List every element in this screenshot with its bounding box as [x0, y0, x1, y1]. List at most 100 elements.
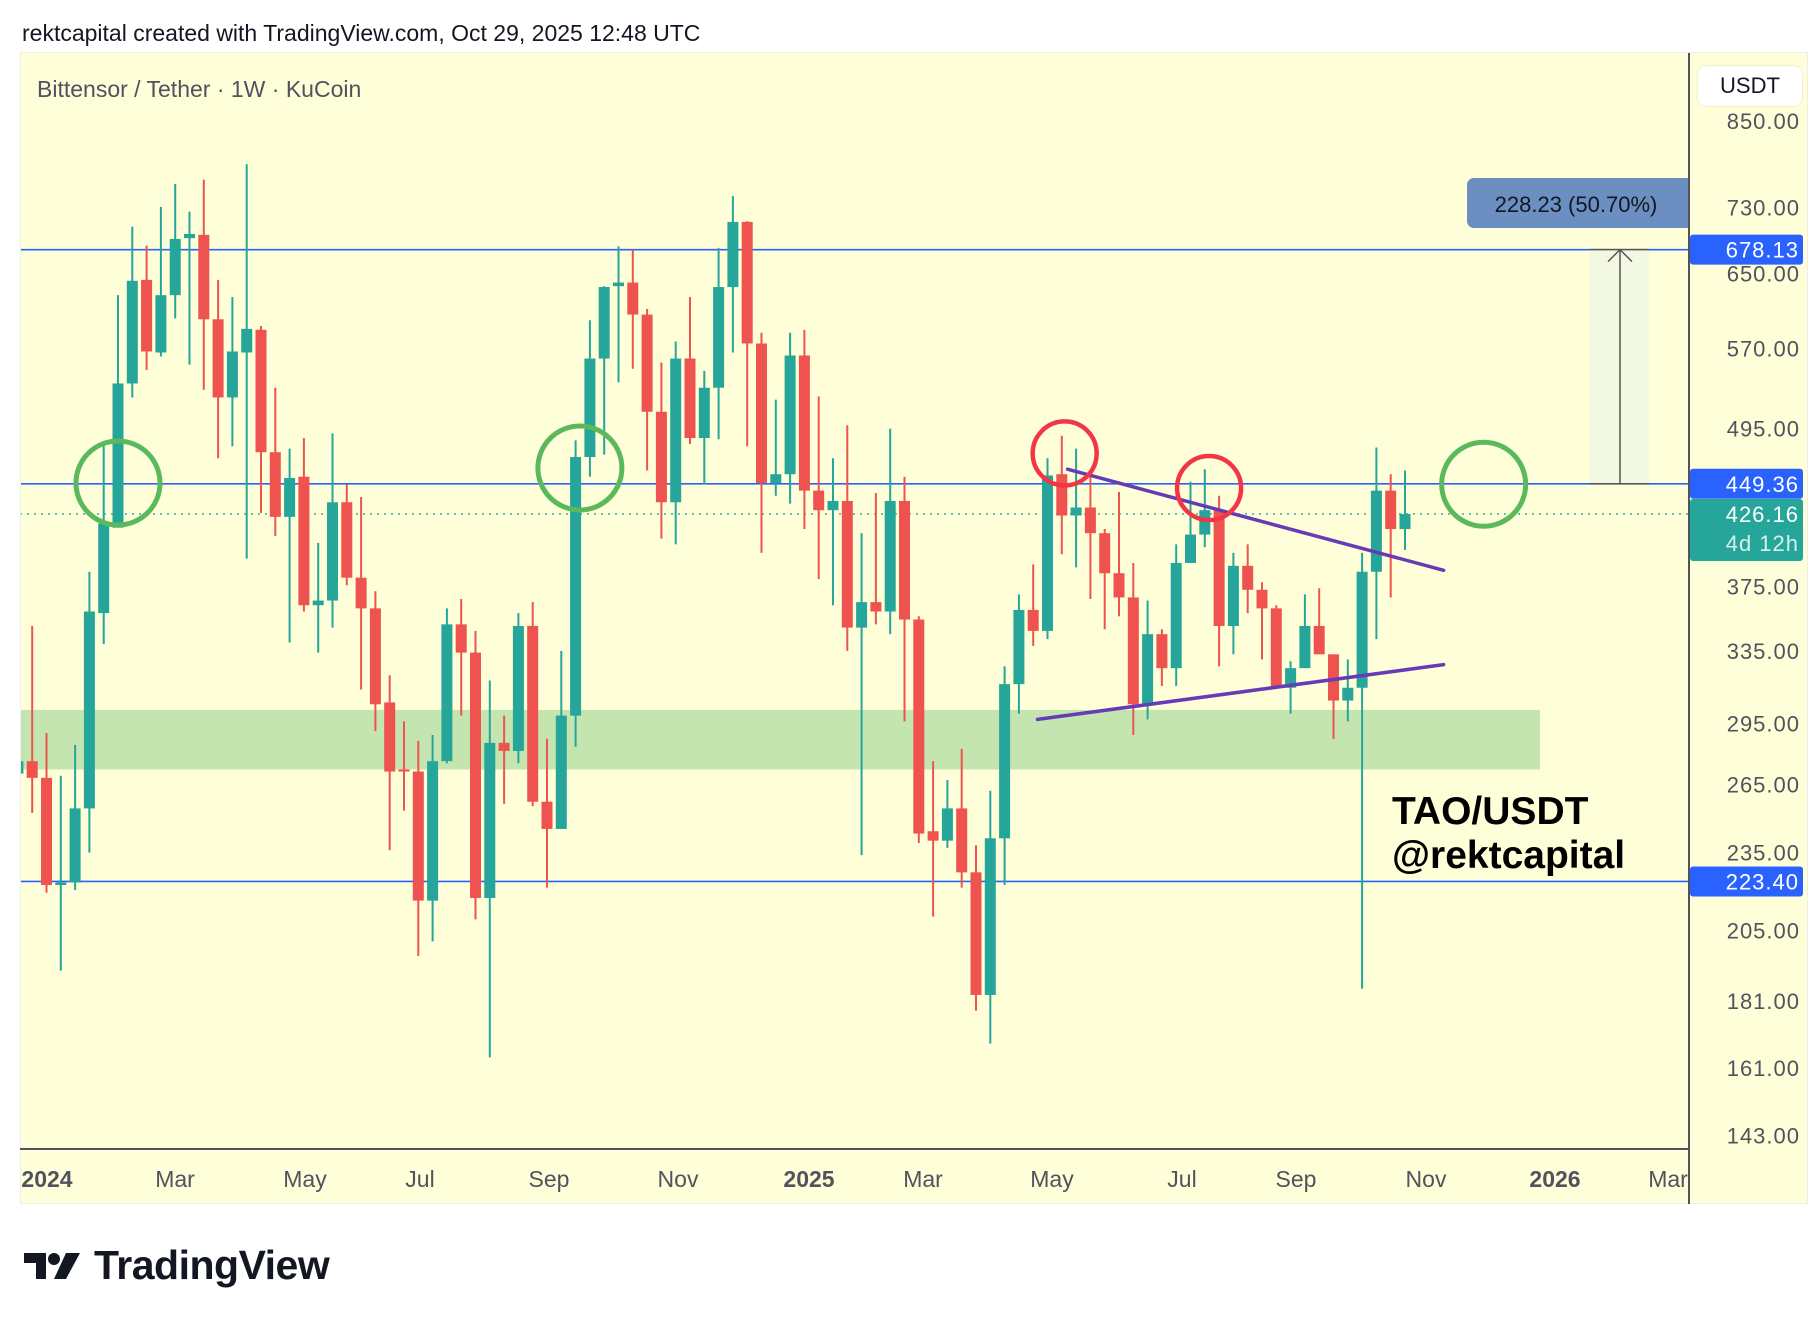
- candle[interactable]: [1342, 659, 1354, 722]
- candle[interactable]: [1170, 544, 1182, 686]
- candle[interactable]: [655, 362, 667, 539]
- candle[interactable]: [1142, 600, 1154, 720]
- candle[interactable]: [341, 484, 353, 586]
- candle[interactable]: [1070, 448, 1082, 568]
- candle[interactable]: [355, 497, 367, 690]
- candle[interactable]: [1313, 588, 1325, 655]
- candle[interactable]: [141, 245, 153, 370]
- candle[interactable]: [1156, 629, 1168, 686]
- candle[interactable]: [1399, 470, 1411, 550]
- candle[interactable]: [1027, 564, 1039, 646]
- support-zone[interactable]: [20, 709, 1540, 770]
- candle[interactable]: [1113, 491, 1125, 617]
- candle[interactable]: [841, 425, 853, 651]
- candle[interactable]: [398, 721, 410, 811]
- candle[interactable]: [899, 476, 910, 722]
- candle[interactable]: [570, 440, 582, 747]
- candle[interactable]: [1227, 552, 1239, 655]
- price-range-measure[interactable]: 228.23 (50.70%): [1467, 178, 1707, 485]
- candle[interactable]: [756, 332, 767, 553]
- candle[interactable]: [798, 329, 810, 530]
- candle[interactable]: [12, 755, 24, 784]
- trendline[interactable]: [1035, 662, 1446, 722]
- tradingview-logo[interactable]: TradingView: [24, 1242, 330, 1289]
- candle[interactable]: [970, 845, 982, 1011]
- candle[interactable]: [226, 296, 238, 447]
- candle[interactable]: [1285, 661, 1297, 714]
- candle[interactable]: [26, 625, 38, 813]
- trendline[interactable]: [1065, 467, 1446, 573]
- candle[interactable]: [1242, 544, 1254, 614]
- candle[interactable]: [784, 332, 796, 504]
- candle[interactable]: [298, 438, 310, 612]
- currency-button[interactable]: USDT: [1698, 66, 1802, 106]
- candle[interactable]: [1099, 529, 1111, 630]
- candle[interactable]: [498, 715, 510, 804]
- candle[interactable]: [984, 790, 996, 1044]
- candle[interactable]: [713, 248, 725, 440]
- candle[interactable]: [98, 442, 110, 645]
- candle[interactable]: [1213, 495, 1225, 667]
- candle[interactable]: [369, 591, 381, 732]
- candle[interactable]: [941, 779, 953, 848]
- candle[interactable]: [69, 744, 81, 891]
- candle[interactable]: [455, 598, 467, 716]
- candle[interactable]: [727, 196, 739, 353]
- candle[interactable]: [155, 206, 167, 357]
- candle[interactable]: [441, 608, 453, 764]
- candle[interactable]: [641, 308, 653, 471]
- candle[interactable]: [884, 428, 896, 635]
- candle[interactable]: [627, 249, 639, 369]
- green-circle-marker[interactable]: [535, 423, 625, 513]
- candle[interactable]: [813, 396, 825, 580]
- candle[interactable]: [913, 616, 925, 844]
- candle[interactable]: [269, 387, 281, 536]
- candle[interactable]: [512, 613, 524, 764]
- candle[interactable]: [327, 433, 338, 628]
- candle[interactable]: [670, 341, 682, 545]
- candle[interactable]: [427, 734, 439, 942]
- candle[interactable]: [1127, 562, 1139, 735]
- candle[interactable]: [527, 602, 539, 807]
- candle[interactable]: [1270, 605, 1282, 688]
- candle[interactable]: [184, 211, 195, 365]
- candle[interactable]: [41, 732, 52, 893]
- candle[interactable]: [55, 775, 67, 971]
- candle[interactable]: [927, 761, 939, 917]
- candle[interactable]: [598, 286, 610, 455]
- candle[interactable]: [1042, 458, 1053, 640]
- candle[interactable]: [212, 279, 224, 459]
- candle[interactable]: [999, 666, 1011, 886]
- candle[interactable]: [770, 399, 782, 496]
- price-axis[interactable]: [1689, 53, 1807, 1203]
- candle[interactable]: [827, 458, 839, 606]
- candle[interactable]: [1328, 654, 1339, 739]
- candle[interactable]: [856, 533, 868, 856]
- candle[interactable]: [1013, 594, 1025, 714]
- candle[interactable]: [1199, 469, 1211, 548]
- candle[interactable]: [1370, 447, 1382, 640]
- red-circle-marker[interactable]: [1174, 453, 1244, 523]
- green-circle-marker[interactable]: [73, 438, 163, 528]
- candle[interactable]: [312, 542, 324, 653]
- candle[interactable]: [1385, 474, 1397, 598]
- candle[interactable]: [956, 748, 968, 888]
- candle[interactable]: [241, 164, 253, 559]
- candle[interactable]: [541, 738, 553, 888]
- candle[interactable]: [484, 680, 496, 1058]
- candle[interactable]: [684, 296, 696, 444]
- candle[interactable]: [412, 740, 424, 956]
- candle[interactable]: [613, 246, 624, 383]
- candle[interactable]: [384, 675, 396, 851]
- candle[interactable]: [169, 184, 181, 319]
- candle[interactable]: [83, 571, 95, 853]
- candle[interactable]: [198, 179, 210, 390]
- candle[interactable]: [1256, 582, 1268, 660]
- symbol-legend[interactable]: Bittensor / Tether · 1W · KuCoin: [37, 76, 362, 102]
- candle[interactable]: [698, 370, 710, 485]
- candle[interactable]: [1056, 435, 1068, 555]
- green-circle-marker[interactable]: [1439, 439, 1529, 529]
- candle[interactable]: [255, 325, 267, 513]
- candle[interactable]: [470, 630, 481, 920]
